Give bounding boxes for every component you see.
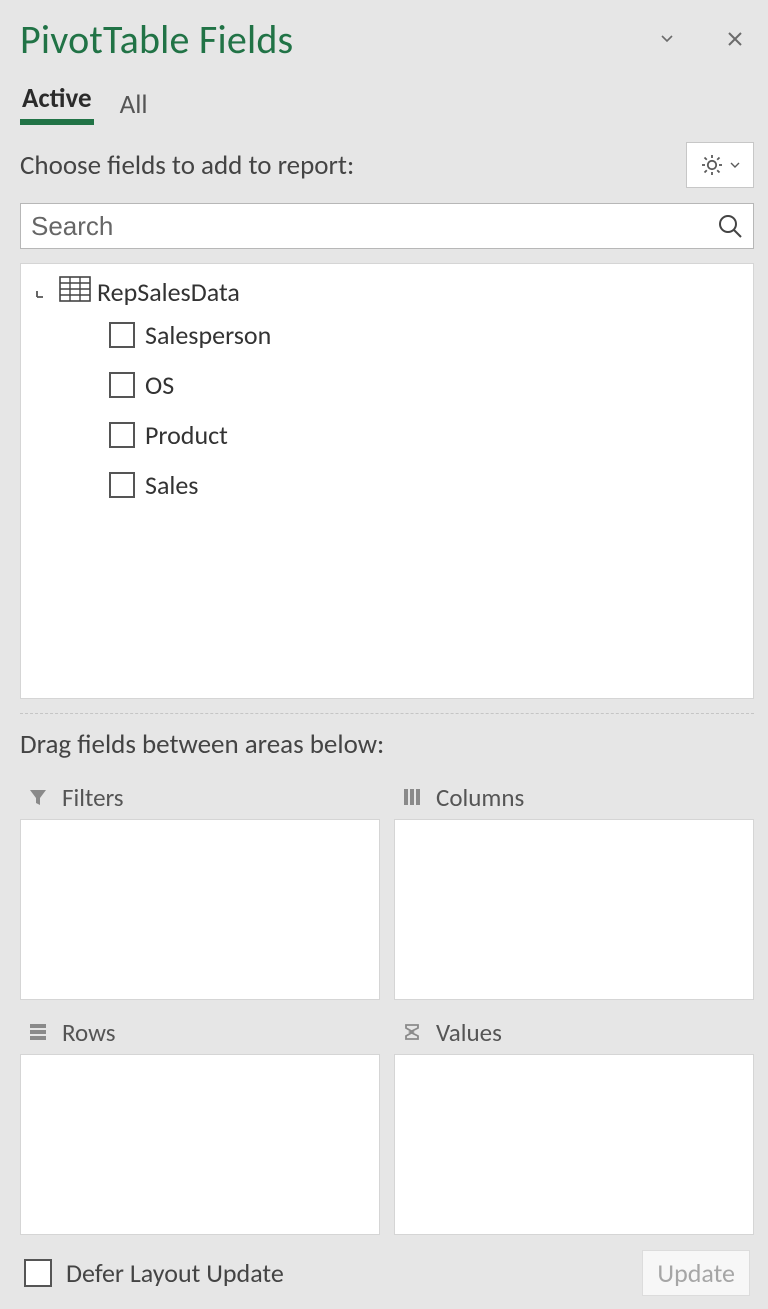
area-label: Rows	[62, 1017, 116, 1048]
filters-dropzone[interactable]	[20, 819, 380, 1000]
field-checkbox[interactable]	[109, 322, 135, 348]
area-header-rows: Rows	[20, 1010, 380, 1054]
area-label: Values	[436, 1017, 502, 1048]
defer-label: Defer Layout Update	[66, 1257, 642, 1289]
field-item[interactable]: Product	[31, 410, 743, 460]
field-item[interactable]: OS	[31, 360, 743, 410]
values-dropzone[interactable]	[394, 1054, 754, 1235]
area-header-filters: Filters	[20, 775, 380, 819]
rows-dropzone[interactable]	[20, 1054, 380, 1235]
field-list[interactable]: RepSalesData Salesperson OS Product Sale…	[20, 263, 754, 699]
field-item[interactable]: Sales	[31, 460, 743, 510]
field-checkbox[interactable]	[109, 472, 135, 498]
field-label: Product	[145, 419, 228, 451]
sigma-icon	[400, 1022, 424, 1042]
tab-active[interactable]: Active	[20, 82, 94, 125]
search-box[interactable]	[20, 203, 754, 249]
drop-areas: Filters Columns	[20, 775, 754, 1235]
area-rows: Rows	[20, 1010, 380, 1235]
close-button[interactable]	[716, 20, 754, 58]
columns-icon	[400, 787, 424, 807]
collapse-icon[interactable]	[31, 285, 53, 299]
field-checkbox[interactable]	[109, 372, 135, 398]
close-icon	[727, 31, 743, 47]
divider	[20, 713, 754, 714]
table-name: RepSalesData	[97, 276, 240, 308]
footer: Defer Layout Update Update	[20, 1243, 754, 1303]
field-label: OS	[145, 369, 174, 401]
instruction-text: Choose fields to add to report:	[20, 149, 686, 182]
rows-icon	[26, 1022, 50, 1042]
update-button[interactable]: Update	[642, 1250, 750, 1296]
tabs: Active All	[20, 82, 754, 125]
area-header-columns: Columns	[394, 775, 754, 819]
area-filters: Filters	[20, 775, 380, 1000]
table-node[interactable]: RepSalesData	[31, 274, 743, 310]
area-values: Values	[394, 1010, 754, 1235]
pane-header: PivotTable Fields	[20, 10, 754, 68]
pivottable-fields-pane: PivotTable Fields Active All Choose fiel…	[0, 0, 768, 1309]
search-icon	[717, 213, 743, 239]
area-label: Columns	[436, 782, 524, 813]
defer-checkbox[interactable]	[24, 1259, 52, 1287]
area-columns: Columns	[394, 775, 754, 1000]
pane-menu-button[interactable]	[648, 20, 686, 58]
columns-dropzone[interactable]	[394, 819, 754, 1000]
tools-button[interactable]	[686, 142, 754, 188]
table-icon	[59, 276, 91, 309]
drag-instruction: Drag fields between areas below:	[20, 728, 754, 761]
field-item[interactable]: Salesperson	[31, 310, 743, 360]
caret-down-icon	[730, 162, 740, 169]
search-input[interactable]	[29, 210, 717, 243]
filter-icon	[26, 787, 50, 807]
field-label: Salesperson	[145, 319, 271, 351]
tab-all[interactable]: All	[118, 88, 150, 125]
area-label: Filters	[62, 782, 124, 813]
instruction-row: Choose fields to add to report:	[20, 141, 754, 189]
area-header-values: Values	[394, 1010, 754, 1054]
gear-icon	[700, 153, 724, 177]
field-label: Sales	[145, 469, 198, 501]
field-checkbox[interactable]	[109, 422, 135, 448]
caret-down-icon	[661, 35, 673, 43]
pane-title: PivotTable Fields	[20, 15, 618, 64]
